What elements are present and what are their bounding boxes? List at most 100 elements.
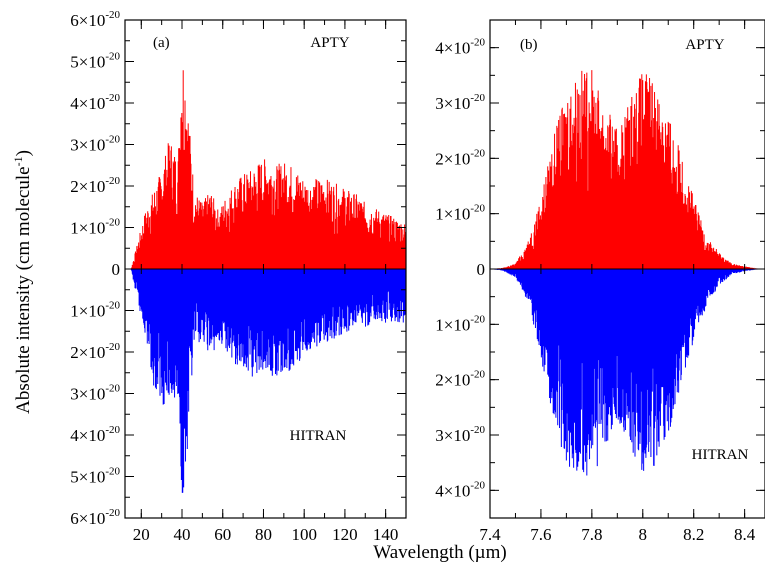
panel-b-series xyxy=(489,70,765,476)
y-tick-label: 4×10-20 xyxy=(70,424,120,445)
y-tick-label: 5×10-20 xyxy=(70,51,120,72)
x-tick-label: 40 xyxy=(174,525,191,544)
y-tick-exponent: -20 xyxy=(470,92,485,104)
y-tick-label: 0 xyxy=(477,260,486,279)
panel-b-legend-hitran: HITRAN xyxy=(692,447,749,463)
y-tick-exponent: -20 xyxy=(105,175,120,187)
y-tick-label: 3×10-20 xyxy=(70,134,120,155)
y-tick-exponent: -20 xyxy=(105,424,120,436)
y-tick-label: 4×10-20 xyxy=(70,92,120,113)
panel-a-xtick-labels: 20 40 60 80 100 120 140 xyxy=(133,525,399,544)
x-tick-label: 80 xyxy=(255,525,272,544)
x-tick-label: 100 xyxy=(291,525,317,544)
y-tick-exponent: -20 xyxy=(105,300,120,312)
x-tick-label: 8.2 xyxy=(683,525,704,544)
y-tick-label: 2×10-20 xyxy=(70,175,120,196)
panel-a-legend-hitran: HITRAN xyxy=(290,428,347,444)
x-tick-label: 7.4 xyxy=(479,525,501,544)
y-tick-exponent: -20 xyxy=(470,37,485,49)
y-axis-label-end: ) xyxy=(13,150,34,156)
y-tick-mantissa: 5×10 xyxy=(70,468,105,487)
y-tick-label: 3×10-20 xyxy=(70,383,120,404)
panel-b-legend-apty: APTY xyxy=(685,37,724,53)
y-tick-exponent: -20 xyxy=(105,466,120,478)
y-tick-exponent: -20 xyxy=(105,92,120,104)
y-tick-mantissa: 5×10 xyxy=(70,53,105,72)
panel-b: 4×10-203×10-202×10-201×10-2001×10-202×10… xyxy=(435,19,765,544)
panel-b-label: (b) xyxy=(520,37,538,53)
y-tick-exponent: -20 xyxy=(470,424,485,436)
y-tick-label: 4×10-20 xyxy=(435,479,485,500)
y-tick-label: 6×10-20 xyxy=(70,9,120,30)
y-tick-mantissa: 3×10 xyxy=(435,426,470,445)
y-tick-exponent: -20 xyxy=(470,313,485,325)
y-tick-mantissa: 4×10 xyxy=(435,481,470,500)
y-tick-label: 5×10-20 xyxy=(70,466,120,487)
y-tick-mantissa: 1×10 xyxy=(435,315,470,334)
y-tick-mantissa: 1×10 xyxy=(70,219,105,238)
y-tick-exponent: -20 xyxy=(105,9,120,21)
y-tick-label: 3×10-20 xyxy=(435,92,485,113)
panel-a: 6×10-205×10-204×10-203×10-202×10-201×10-… xyxy=(70,9,407,544)
y-tick-label: 2×10-20 xyxy=(435,147,485,168)
x-tick-label: 8 xyxy=(639,525,648,544)
y-tick-exponent: -20 xyxy=(470,479,485,491)
y-tick-exponent: -20 xyxy=(105,341,120,353)
y-tick-exponent: -20 xyxy=(470,369,485,381)
panel-b-xtick-labels: 7.4 7.6 7.8 8 8.2 8.4 xyxy=(479,525,755,544)
series-hitran-line xyxy=(489,269,765,476)
x-tick-label: 8.4 xyxy=(734,525,756,544)
series-hitran-line xyxy=(130,269,407,493)
y-tick-exponent: -20 xyxy=(105,507,120,519)
y-tick-label: 1×10-20 xyxy=(70,300,120,321)
y-tick-mantissa: 6×10 xyxy=(70,509,105,528)
y-tick-mantissa: 2×10 xyxy=(435,149,470,168)
x-tick-label: 7.6 xyxy=(530,525,551,544)
y-tick-mantissa: 4×10 xyxy=(435,39,470,58)
x-tick-label: 20 xyxy=(133,525,150,544)
y-tick-label: 1×10-20 xyxy=(70,217,120,238)
y-tick-exponent: -20 xyxy=(470,203,485,215)
x-tick-label: 60 xyxy=(214,525,231,544)
y-tick-mantissa: 3×10 xyxy=(70,136,105,155)
y-tick-mantissa: 3×10 xyxy=(435,94,470,113)
y-tick-exponent: -20 xyxy=(105,383,120,395)
series-apty-line xyxy=(489,70,765,269)
x-tick-label: 120 xyxy=(332,525,358,544)
x-axis-label: Wavelength (µm) xyxy=(373,542,506,563)
y-tick-exponent: -20 xyxy=(105,217,120,229)
series-apty-line xyxy=(130,70,407,269)
panel-a-ticks xyxy=(125,19,407,519)
y-tick-mantissa: 3×10 xyxy=(70,385,105,404)
y-tick-mantissa: 2×10 xyxy=(435,371,470,390)
y-tick-exponent: -20 xyxy=(105,134,120,146)
y-axis-label: Absolute intensity (cm molecule-1) xyxy=(11,150,34,414)
y-tick-label: 4×10-20 xyxy=(435,37,485,58)
y-tick-label: 0 xyxy=(112,260,121,279)
y-axis-label-main: Absolute intensity (cm molecule xyxy=(13,166,34,413)
y-tick-label: 1×10-20 xyxy=(435,203,485,224)
y-tick-exponent: -20 xyxy=(470,147,485,159)
y-tick-mantissa: 4×10 xyxy=(70,94,105,113)
y-tick-mantissa: 2×10 xyxy=(70,177,105,196)
y-tick-mantissa: 1×10 xyxy=(435,205,470,224)
y-tick-mantissa: 1×10 xyxy=(70,302,105,321)
y-tick-mantissa: 6×10 xyxy=(70,11,105,30)
y-axis-label-sup: -1 xyxy=(11,156,25,166)
x-tick-label: 7.8 xyxy=(581,525,602,544)
y-tick-label: 2×10-20 xyxy=(70,341,120,362)
panel-a-legend-apty: APTY xyxy=(310,35,349,51)
panel-a-label: (a) xyxy=(153,35,170,51)
x-tick-label: 140 xyxy=(373,525,399,544)
y-tick-label: 2×10-20 xyxy=(435,369,485,390)
y-tick-label: 6×10-20 xyxy=(70,507,120,528)
panel-a-series xyxy=(130,70,407,493)
y-tick-exponent: -20 xyxy=(105,51,120,63)
panel-b-ytick-labels: 4×10-203×10-202×10-201×10-2001×10-202×10… xyxy=(435,37,485,501)
y-tick-mantissa: 2×10 xyxy=(70,343,105,362)
y-tick-label: 3×10-20 xyxy=(435,424,485,445)
y-tick-mantissa: 4×10 xyxy=(70,426,105,445)
panel-a-ytick-labels: 6×10-205×10-204×10-203×10-202×10-201×10-… xyxy=(70,9,120,528)
y-tick-label: 1×10-20 xyxy=(435,313,485,334)
